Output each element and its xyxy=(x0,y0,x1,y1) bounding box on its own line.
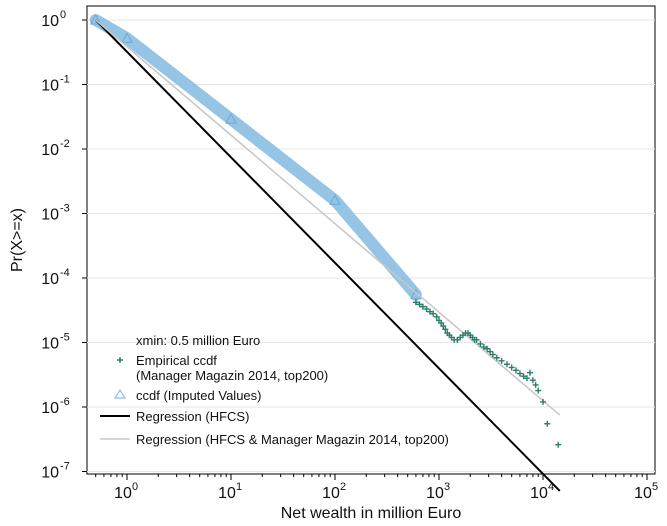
x-tick-label: 10 xyxy=(426,485,444,502)
empirical-ccdf-point xyxy=(440,323,447,330)
y-tick-exponent: -6 xyxy=(60,396,70,408)
x-tick-label: 10 xyxy=(634,485,652,502)
legend: xmin: 0.5 million Euro Empirical ccdf(Man… xyxy=(100,333,449,447)
empirical-ccdf-point xyxy=(544,420,551,427)
empirical-ccdf-point xyxy=(430,310,437,317)
x-axis-label: Net wealth in million Euro xyxy=(281,505,462,522)
empirical-ccdf-point xyxy=(529,377,536,384)
y-tick-exponent: 0 xyxy=(60,9,66,21)
x-tick-exponent: 5 xyxy=(652,481,658,493)
empirical-ccdf-point xyxy=(535,387,542,394)
legend-swatch-imputed xyxy=(113,388,127,399)
y-tick-label: 10 xyxy=(41,271,59,288)
regression-hfcs-line xyxy=(94,19,561,492)
empirical-ccdf-point xyxy=(412,299,419,306)
empirical-ccdf-point xyxy=(523,375,530,382)
legend-label: (Manager Magazin 2014, top200) xyxy=(136,368,328,383)
empirical-ccdf-point xyxy=(520,373,527,380)
y-tick-label: 10 xyxy=(41,336,59,353)
y-tick-label: 10 xyxy=(41,142,59,159)
empirical-ccdf-point xyxy=(477,340,484,347)
y-tick-label: 10 xyxy=(41,465,59,482)
empirical-ccdf-point xyxy=(416,301,423,308)
empirical-ccdf-point xyxy=(512,367,519,374)
imputed-ccdf-point xyxy=(121,32,133,43)
empirical-ccdf-point xyxy=(423,306,430,313)
y-tick-label: 10 xyxy=(41,207,59,224)
imputed-ccdf-band xyxy=(89,14,422,301)
imputed-ccdf-point xyxy=(89,13,102,25)
empirical-ccdf-point xyxy=(473,336,480,343)
x-tick-exponent: 1 xyxy=(236,481,242,493)
x-tick-exponent: 3 xyxy=(444,481,450,493)
y-tick-label: 10 xyxy=(41,400,59,417)
empirical-ccdf-point xyxy=(555,441,562,448)
legend-swatch-empirical xyxy=(117,357,123,363)
legend-note: xmin: 0.5 million Euro xyxy=(136,333,260,348)
x-tick-label: 10 xyxy=(322,485,340,502)
series-layer xyxy=(89,13,562,492)
empirical-ccdf-point xyxy=(540,398,546,405)
empirical-ccdf-point xyxy=(442,326,449,333)
legend-label: Empirical ccdf xyxy=(136,353,217,368)
empirical-ccdf-point xyxy=(427,308,434,315)
imputed-ccdf-point xyxy=(225,113,237,124)
empirical-ccdf-point xyxy=(508,364,515,371)
empirical-ccdf-point xyxy=(498,357,505,364)
regression-combined-line xyxy=(95,19,561,416)
x-tick-label: 10 xyxy=(218,485,236,502)
empirical-ccdf-point xyxy=(516,370,523,377)
empirical-ccdf-point xyxy=(484,345,491,352)
legend-label: ccdf (Imputed Values) xyxy=(136,388,261,403)
empirical-ccdf-point xyxy=(493,354,500,361)
legend-label: Regression (HFCS & Manager Magazin 2014,… xyxy=(136,432,449,447)
y-tick-exponent: -1 xyxy=(60,74,70,86)
x-tick-exponent: 0 xyxy=(132,481,138,493)
y-axis-label: Pr(X>=x) xyxy=(9,208,26,272)
y-tick-label: 10 xyxy=(41,78,59,95)
empirical-ccdf-point xyxy=(433,313,440,320)
empirical-ccdf-point xyxy=(487,348,494,355)
y-tick-exponent: -2 xyxy=(60,138,70,150)
empirical-ccdf-point xyxy=(419,303,426,310)
empirical-ccdf-point xyxy=(489,351,496,358)
empirical-ccdf-point xyxy=(480,344,487,351)
legend-label: Regression (HFCS) xyxy=(136,409,249,424)
empirical-ccdf-point xyxy=(527,369,534,376)
empirical-ccdf-point xyxy=(503,361,510,368)
empirical-ccdf-point xyxy=(532,381,539,388)
x-tick-label: 10 xyxy=(530,485,548,502)
y-tick-exponent: -7 xyxy=(60,461,70,473)
y-tick-label: 10 xyxy=(41,13,59,30)
x-tick-exponent: 4 xyxy=(548,481,554,493)
y-tick-exponent: -3 xyxy=(60,203,70,215)
imputed-ccdf-point xyxy=(329,194,341,205)
x-tick-exponent: 2 xyxy=(340,481,346,493)
x-tick-label: 10 xyxy=(114,485,132,502)
y-tick-exponent: -5 xyxy=(60,332,70,344)
axes: 10 010 -110 -210 -310 -410 -510 -610 -710 0 10 1 10 2… xyxy=(41,9,658,502)
y-tick-exponent: -4 xyxy=(60,267,70,279)
